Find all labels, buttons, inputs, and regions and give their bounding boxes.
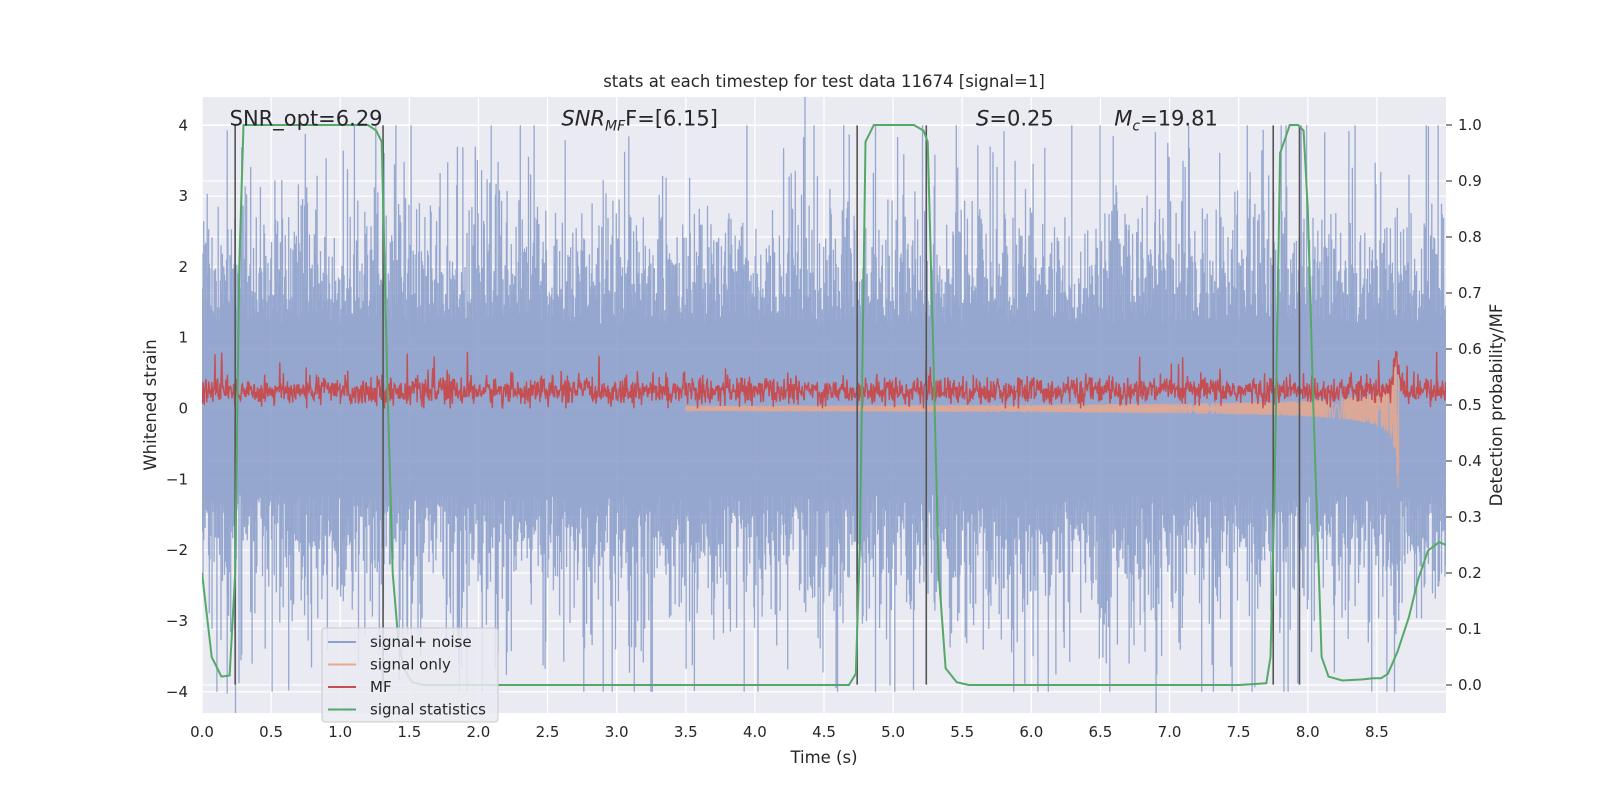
- y-ticks: −4 −3 −2 −1 0 1 2 3 4: [166, 116, 188, 700]
- legend: signal+ noise signal only MF signal stat…: [321, 627, 499, 723]
- x-tick-label: 5.0: [881, 723, 905, 741]
- x-tick-label: 8.5: [1365, 723, 1389, 741]
- y-tick-label: −1: [166, 470, 188, 488]
- y-tick-label: 4: [178, 116, 188, 134]
- x-tick-label: 5.5: [950, 723, 974, 741]
- legend-label-signal-noise: signal+ noise: [370, 633, 472, 651]
- series-layer: [202, 97, 1446, 713]
- x-tick-label: 7.0: [1158, 723, 1182, 741]
- y-tick-label: −3: [166, 612, 188, 630]
- x-tick-label: 4.5: [812, 723, 836, 741]
- chart-title: stats at each timestep for test data 116…: [603, 72, 1045, 91]
- x-tick-label: 3.5: [674, 723, 698, 741]
- y-tick-label: −4: [166, 683, 188, 701]
- annotation-snr-mf: SNRMFF=[6.15]: [561, 106, 718, 134]
- annotation-mc-rest: =19.81: [1140, 106, 1218, 130]
- x-tick-label: 0.5: [259, 723, 283, 741]
- x-tick-label: 7.5: [1227, 723, 1251, 741]
- series-signal-only: [685, 356, 1400, 488]
- y-tick-label: 0: [178, 400, 188, 418]
- x-tick-label: 4.0: [743, 723, 767, 741]
- annotation-snr-mf-rest: F=[6.15]: [625, 106, 718, 130]
- y-tick-label-right: 0.9: [1458, 172, 1482, 190]
- y-tick-label-right: 0.0: [1458, 676, 1482, 694]
- x-tick-label: 6.0: [1019, 723, 1043, 741]
- annotation-s-rest: =0.25: [989, 106, 1053, 130]
- x-axis-label: Time (s): [789, 748, 857, 767]
- signal-statistics-layer: [202, 124, 1446, 686]
- y-ticks-right: 0.0 0.1 0.2 0.3 0.4 0.5 0.6 0.7 0.8 0.9 1.0: [1446, 116, 1482, 694]
- legend-label-signal-statistics: signal statistics: [370, 701, 486, 719]
- x-tick-label: 8.0: [1296, 723, 1320, 741]
- annotation-snr-opt: SNR_opt=6.29: [230, 106, 383, 131]
- x-tick-label: 6.5: [1089, 723, 1113, 741]
- annotation-s-main: S: [976, 106, 989, 130]
- x-ticks: 0.0 0.5 1.0 1.5 2.0 2.5 3.0 3.5 4.0 4.5 5.0 5.5 6.0 6…: [190, 723, 1389, 741]
- y-tick-label-right: 0.2: [1458, 564, 1482, 582]
- series-mf: [202, 351, 1446, 410]
- y-tick-label-right: 0.6: [1458, 340, 1482, 358]
- y-tick-label: 3: [178, 187, 188, 205]
- annotation-mc-main: M: [1114, 106, 1132, 130]
- annotation-snr-mf-sub: MF: [605, 118, 626, 134]
- y-tick-label: 2: [178, 258, 188, 276]
- x-tick-label: 3.0: [605, 723, 629, 741]
- x-tick-label: 1.0: [328, 723, 352, 741]
- x-tick-label: 0.0: [190, 723, 214, 741]
- legend-label-mf: MF: [370, 678, 392, 696]
- y-tick-label-right: 1.0: [1458, 116, 1482, 134]
- x-tick-label: 2.0: [467, 723, 491, 741]
- annotation-s: S=0.25: [976, 106, 1054, 130]
- y-tick-label-right: 0.1: [1458, 620, 1482, 638]
- y-axis-label-right: Detection probability/MF: [1487, 304, 1506, 507]
- series-signal-statistics: [202, 124, 1446, 686]
- y-tick-label: −2: [166, 541, 188, 559]
- y-tick-label-right: 0.7: [1458, 284, 1482, 302]
- legend-box: [321, 627, 499, 723]
- annotation-mc-sub: c: [1132, 118, 1140, 134]
- annotation-snr-mf-main: SNR: [561, 106, 605, 130]
- y-tick-label-right: 0.4: [1458, 452, 1482, 470]
- y-tick-label-right: 0.5: [1458, 396, 1482, 414]
- y-tick-label-right: 0.8: [1458, 228, 1482, 246]
- x-tick-label: 2.5: [536, 723, 560, 741]
- legend-label-signal-only: signal only: [370, 656, 451, 674]
- annotation-mc: Mc=19.81: [1114, 106, 1218, 134]
- y-axis-label: Whitened strain: [141, 339, 160, 470]
- y-tick-label-right: 0.3: [1458, 508, 1482, 526]
- y-tick-label: 1: [178, 329, 188, 347]
- x-tick-label: 1.5: [397, 723, 421, 741]
